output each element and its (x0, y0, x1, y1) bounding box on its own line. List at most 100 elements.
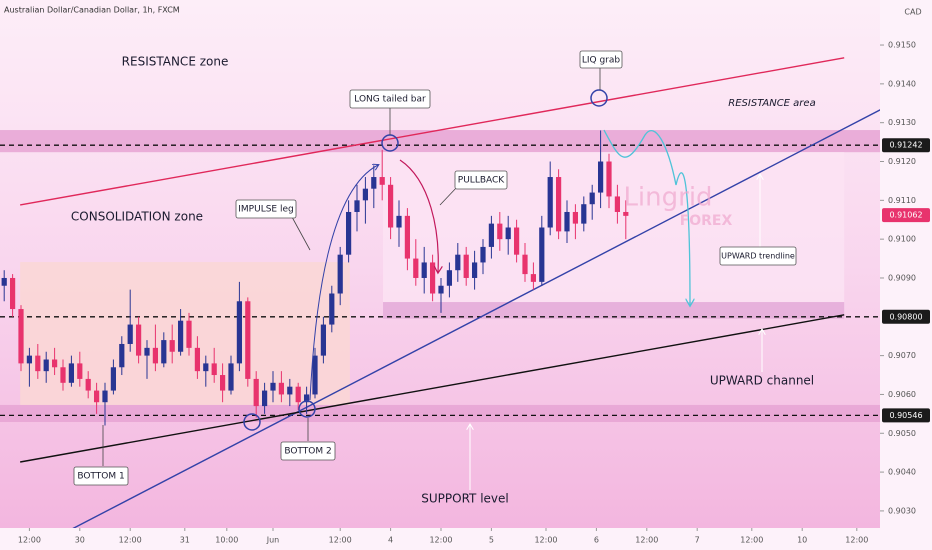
annotation: PULLBACK (458, 176, 506, 186)
candle-body (488, 223, 495, 247)
axes: 0.9030 0.9040 0.9050 0.9060 0.9070 0.9090 0.91… (18, 41, 930, 545)
x-tick-label: 12:00 (635, 536, 658, 545)
y-tick-label: 0.9120 (888, 157, 916, 166)
candle-body (513, 227, 520, 255)
annotation: CONSOLIDATION zone (71, 210, 203, 224)
watermark: FOREX (680, 213, 733, 229)
chart-title: Australian Dollar/Canadian Dollar, 1h, F… (4, 6, 180, 15)
candle-body (396, 215, 402, 228)
x-tick-label: 4 (388, 536, 393, 545)
candle-body (68, 363, 75, 383)
candle-body (152, 347, 159, 364)
x-tick-label: 12:00 (119, 536, 142, 545)
label-box (579, 50, 623, 69)
candle-body (480, 246, 486, 263)
candle-body (236, 301, 243, 364)
plot (0, 57, 880, 528)
candle-body (354, 200, 360, 212)
candle-body (505, 227, 511, 240)
x-tick-label: 31 (180, 536, 190, 545)
label-box (280, 441, 336, 461)
y-tick-label: 0.9030 (888, 506, 916, 515)
candle-body (413, 258, 419, 278)
candle-body (471, 262, 478, 278)
candle-body (18, 309, 24, 364)
candle-body (1, 277, 7, 286)
candle-body (455, 254, 461, 271)
pointer (439, 185, 459, 206)
price-tag (882, 208, 930, 223)
candle-body (110, 367, 117, 391)
x-tick-label: Jun (266, 536, 280, 545)
candle-body (564, 211, 570, 232)
y-tick-label: 0.9070 (888, 351, 916, 360)
annotation: IMPULSE leg (238, 205, 293, 215)
pointer (291, 216, 311, 251)
candle-body (614, 196, 621, 212)
candle-body (623, 211, 629, 216)
marker (243, 413, 261, 431)
candle-body (539, 227, 545, 282)
price-tag (882, 138, 930, 153)
y-tick-label: 0.9100 (888, 235, 916, 244)
price-tag (882, 309, 930, 324)
marker (298, 400, 316, 418)
x-tick-label: 7 (695, 536, 700, 545)
candle-body (77, 363, 83, 379)
candle-body (404, 215, 411, 259)
label-box (454, 170, 508, 190)
trendline (72, 109, 880, 528)
candle-body (102, 390, 108, 403)
x-tick-label: 12:00 (740, 536, 763, 545)
y-tick-label: 0.9090 (888, 273, 916, 282)
candle-body (278, 382, 285, 395)
candle-body (606, 161, 612, 197)
price-tag-label: 0.91062 (889, 211, 922, 220)
candle-body (245, 301, 251, 379)
zone (383, 152, 845, 319)
candle-body (581, 204, 587, 224)
x-tick-label: 12:00 (18, 536, 41, 545)
candle-body (85, 378, 91, 391)
candle-body (161, 340, 167, 364)
label-box (73, 466, 129, 486)
candle-body (177, 320, 184, 352)
candle-body (295, 386, 301, 403)
candle-body (597, 161, 604, 193)
marker (590, 89, 608, 107)
candle-body (497, 223, 503, 240)
annotation: UPWARD channel (710, 374, 814, 388)
x-tick-label: 12:00 (534, 536, 557, 545)
impulse-arrow (309, 165, 378, 401)
candle-body (371, 177, 377, 189)
price-tag-label: 0.90546 (889, 411, 922, 420)
candle-body (387, 184, 394, 228)
candle-body (144, 347, 150, 356)
x-tick-label: 30 (75, 536, 85, 545)
candle-body (261, 390, 268, 407)
y-tick-label: 0.9040 (888, 468, 916, 477)
annotations: Australian Dollar/Canadian Dollar, 1h, F… (4, 6, 922, 506)
label-box (349, 89, 431, 109)
candle-body (438, 285, 444, 294)
drawings (102, 68, 762, 490)
x-tick-label: 10:00 (215, 536, 238, 545)
candle-body (211, 363, 217, 376)
candle-body (287, 386, 293, 395)
zone (0, 404, 880, 423)
candle-body (60, 367, 66, 383)
x-tick-label: 6 (594, 536, 599, 545)
candle-body (119, 343, 125, 368)
candle-body (194, 347, 201, 372)
annotation: UPWARD trendline (721, 252, 795, 261)
x-tick-label: 12:00 (329, 536, 352, 545)
annotation: BOTTOM 1 (77, 472, 124, 482)
time-axis (0, 528, 880, 550)
annotation: LIQ grab (582, 56, 621, 66)
y-tick-label: 0.9150 (888, 41, 916, 50)
candle-body (253, 378, 259, 407)
candle-body (463, 254, 469, 278)
candle-body (320, 324, 327, 356)
candle-body (43, 359, 49, 372)
candle-body (26, 355, 33, 364)
